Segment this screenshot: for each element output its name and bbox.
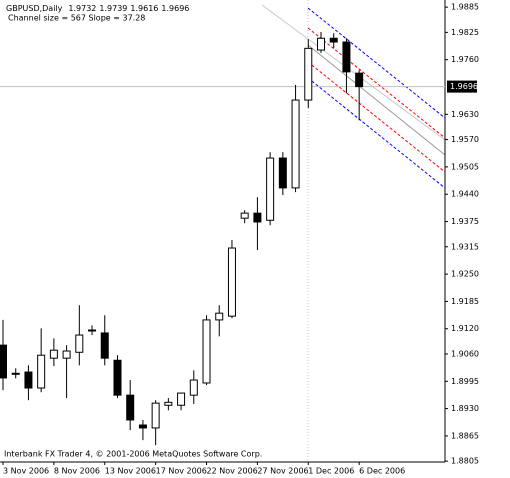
header-value: 1.9696	[161, 4, 189, 13]
y-tick-label: 1.9315	[451, 242, 479, 251]
candle-body	[126, 394, 135, 421]
candle-body	[0, 344, 7, 379]
candle-body	[24, 371, 33, 389]
candle-body	[253, 212, 262, 223]
channel-line	[307, 7, 446, 119]
candle-body	[355, 72, 364, 88]
price-box	[447, 80, 477, 93]
candle-body	[304, 47, 313, 101]
y-tick-label: 1.9505	[451, 162, 479, 171]
candle-body	[151, 402, 160, 429]
x-tick-label: 27 Nov 2006	[257, 467, 308, 476]
candle-body	[342, 41, 351, 73]
y-tick-label: 1.9440	[451, 190, 479, 199]
y-tick-label: 1.8930	[451, 404, 479, 413]
candle-body	[278, 157, 287, 189]
candle-body	[291, 99, 300, 189]
y-tick-label: 1.9060	[451, 349, 479, 358]
y-tick-label: 1.9630	[451, 110, 479, 119]
channel-line	[307, 44, 446, 156]
trend-line	[261, 4, 446, 141]
y-tick-label: 1.9250	[451, 270, 479, 279]
y-tick-label: 1.9375	[451, 217, 479, 226]
candle-body	[215, 312, 224, 321]
y-tick-label: 1.8865	[451, 431, 479, 440]
y-tick-label: 1.8995	[451, 377, 479, 386]
candle-body	[202, 319, 211, 384]
symbol: GBPUSD,Daily	[6, 4, 63, 13]
candle-body	[177, 392, 186, 406]
price-label: 1.9696	[450, 82, 478, 91]
footer: Interbank FX Trader 4, © 2001-2006 MetaQ…	[4, 450, 262, 459]
x-tick-label: 1 Dec 2006	[308, 467, 354, 476]
candle-body	[37, 354, 46, 389]
candle-body	[113, 359, 122, 396]
y-tick-label: 1.8805	[451, 457, 479, 466]
candle-body	[11, 372, 20, 375]
channel-line	[307, 61, 446, 173]
candle-body	[266, 157, 275, 221]
candle-body	[88, 329, 97, 332]
x-tick-label: 8 Nov 2006	[54, 467, 100, 476]
candle-body	[317, 37, 325, 51]
header-value: 1.9739	[99, 4, 127, 13]
x-tick-label: 3 Nov 2006	[3, 467, 49, 476]
candle-body	[49, 349, 58, 359]
channel	[261, 0, 446, 462]
x-tick-label: 6 Dec 2006	[359, 467, 405, 476]
y-tick-label: 1.9825	[451, 28, 479, 37]
candle-body	[189, 379, 198, 396]
chart-title: GBPUSD,Daily 1.9732 1.9739 1.9616 1.9696	[6, 4, 189, 13]
candle-body	[240, 212, 249, 219]
candle-body	[227, 247, 236, 317]
x-tick-label: 22 Nov 2006	[207, 467, 258, 476]
header-value: 1.9616	[130, 4, 158, 13]
y-tick-label: 1.9885	[451, 3, 479, 12]
candle-body	[164, 401, 173, 406]
x-tick-label: 17 Nov 2006	[156, 467, 207, 476]
x-tick-label: 13 Nov 2006	[105, 467, 156, 476]
y-tick-label: 1.9760	[451, 55, 479, 64]
y-tick-label: 1.9185	[451, 297, 479, 306]
candle-body	[138, 424, 147, 429]
y-tick-label: 1.9570	[451, 135, 479, 144]
chart-subtitle: Channel size = 567 Slope = 37.28	[8, 14, 145, 23]
candle-body	[100, 332, 109, 359]
candle-body	[62, 350, 71, 359]
channel-line	[307, 27, 446, 139]
channel-line	[307, 77, 446, 189]
header-value: 1.9732	[68, 4, 96, 13]
candle-body	[329, 37, 338, 43]
y-tick-label: 1.9120	[451, 324, 479, 333]
candle-body	[75, 334, 84, 353]
